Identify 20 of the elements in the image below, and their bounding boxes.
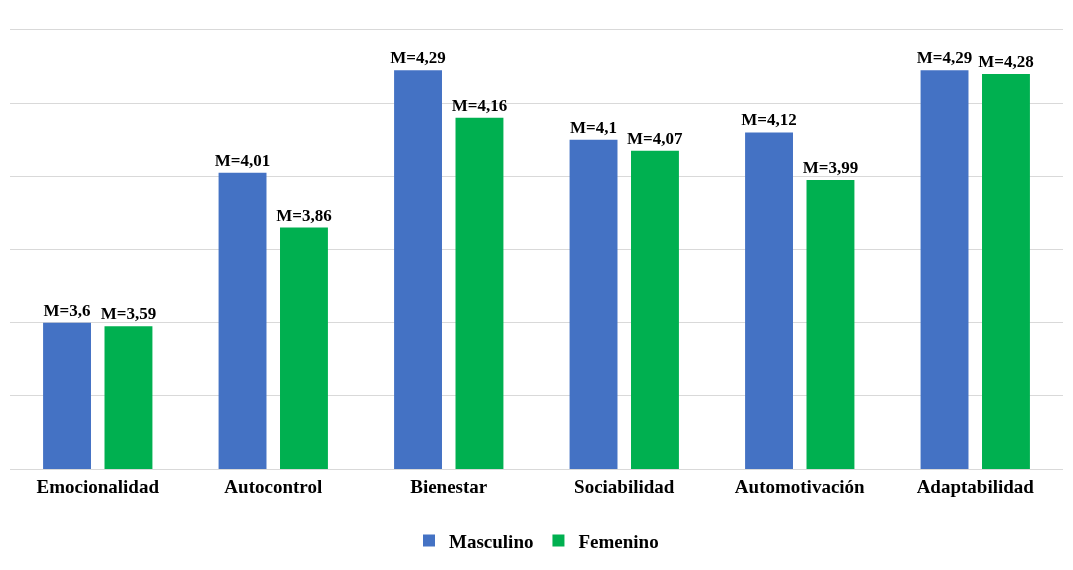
data-label: M=4,12 [741,110,797,130]
data-label: M=4,29 [916,48,973,68]
data-label: M=3,59 [100,304,157,324]
data-label: M=4,28 [978,51,1034,71]
data-label: M=4,01 [214,150,271,170]
legend-label: Femenino [578,530,659,552]
data-label: M=3,99 [802,157,859,177]
data-label: M=4,1 [570,117,618,137]
data-label: M=4,07 [626,128,683,148]
data-label: M=3,6 [43,300,91,320]
x-tick-label: Automotivación [734,475,866,497]
x-tick-label: Sociabilidad [574,475,675,497]
legend-label: Masculino [449,530,534,552]
x-tick-label: Autocontrol [224,475,323,497]
data-label: M=3,86 [276,205,332,225]
x-tick-label: Emocionalidad [36,475,160,497]
x-tick-label: Bienestar [410,475,488,497]
x-tick-label: Adaptabilidad [916,475,1035,497]
data-label: M=4,16 [451,95,508,115]
data-label: M=4,29 [390,48,446,68]
